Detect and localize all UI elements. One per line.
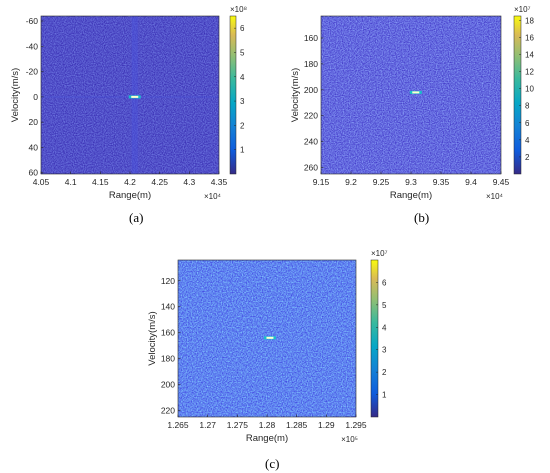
colorbar-tick-label: 5	[240, 48, 245, 57]
colorbar-tick-label: 4	[382, 323, 387, 332]
colorbar-tick-label: 5	[382, 301, 387, 310]
x-exponent-label: ×10⁵	[341, 435, 358, 444]
y-tick-label: 160	[304, 33, 318, 43]
x-tick-label: 1.28	[259, 420, 276, 430]
colorbar-tick-label: 2	[525, 153, 530, 162]
colorbar-tick-label: 3	[382, 346, 387, 355]
colorbar-tick-label: 18	[525, 16, 534, 25]
range-sidelobe-stripe	[131, 16, 138, 174]
colorbar-tick-label: 10	[525, 85, 534, 94]
x-tick-label: 9.25	[373, 177, 390, 187]
x-tick-label: 4.3	[183, 177, 195, 187]
caption-c: (c)	[265, 456, 280, 471]
caption-a: (a)	[129, 210, 144, 225]
colorbar-tick-label: 4	[240, 73, 245, 82]
colorbar-tick-label: 1	[382, 391, 387, 400]
y-tick-label: 240	[304, 137, 318, 147]
colorbar	[513, 15, 522, 175]
x-tick-label: 4.05	[33, 177, 50, 187]
y-tick-label: 200	[304, 85, 318, 95]
y-axis-label: Velocity(m/s)	[147, 311, 158, 365]
x-tick-label: 1.265	[167, 420, 189, 430]
x-tick-label: 1.285	[286, 420, 308, 430]
x-tick-label: 4.35	[211, 177, 228, 187]
x-tick-label: 4.15	[92, 177, 109, 187]
y-axis-label: Velocity(m/s)	[10, 68, 21, 122]
colorbar-tick-label: 6	[525, 119, 530, 128]
colorbar-tick-label: 12	[525, 68, 534, 77]
colorbar	[229, 15, 237, 175]
caption-b: (b)	[414, 210, 430, 225]
x-tick-label: 4.1	[65, 177, 77, 187]
y-tick-label: 20	[29, 117, 39, 127]
y-tick-label: 0	[33, 92, 38, 102]
y-tick-label: 40	[29, 142, 39, 152]
colorbar-tick-label: 16	[525, 33, 534, 42]
colorbar-exponent-label: ×10⁸	[230, 5, 247, 14]
y-tick-label: -40	[26, 41, 39, 51]
x-tick-label: 9.2	[345, 177, 357, 187]
x-tick-label: 1.29	[318, 420, 335, 430]
x-tick-label: 9.4	[465, 177, 477, 187]
y-tick-label: 120	[161, 276, 175, 286]
y-tick-label: 180	[161, 354, 175, 364]
y-tick-label: 60	[29, 168, 39, 178]
x-exponent-label: ×10⁴	[486, 192, 504, 201]
x-exponent-label: ×10⁴	[204, 192, 222, 201]
x-tick-label: 4.2	[124, 177, 136, 187]
y-tick-label: 220	[161, 406, 175, 416]
x-tick-label: 1.275	[227, 420, 249, 430]
colorbar-tick-label: 1	[240, 146, 245, 155]
colorbar-tick-label: 2	[240, 121, 245, 130]
heatmap-panel-0	[40, 15, 220, 175]
y-tick-label: -60	[26, 16, 39, 26]
colorbar-tick-label: 6	[240, 24, 245, 33]
colorbar-tick-label: 3	[240, 97, 245, 106]
x-axis-label: Range(m)	[109, 190, 151, 201]
colorbar-tick-label: 8	[525, 102, 530, 111]
target-peak	[131, 95, 139, 98]
x-tick-label: 1.27	[199, 420, 216, 430]
y-tick-label: 200	[161, 380, 175, 390]
x-tick-label: 4.25	[151, 177, 168, 187]
y-axis-label: Velocity(m/s)	[290, 68, 301, 122]
colorbar-tick-label: 6	[382, 278, 387, 287]
colorbar-tick-label: 2	[382, 368, 387, 377]
x-axis-label: Range(m)	[246, 433, 288, 444]
colorbar-exponent-label: ×10⁷	[514, 5, 531, 14]
x-tick-label: 1.295	[345, 420, 367, 430]
colorbar-tick-label: 14	[525, 50, 534, 59]
colorbar-exponent-label: ×10⁷	[371, 249, 388, 258]
x-tick-label: 9.45	[493, 177, 510, 187]
colorbar-tick-label: 4	[525, 136, 530, 145]
y-tick-label: 260	[304, 163, 318, 173]
heatmap-noise	[321, 16, 501, 174]
colorbar	[370, 259, 379, 418]
y-tick-label: 180	[304, 59, 318, 69]
y-tick-label: 220	[304, 111, 318, 121]
heatmap-noise	[41, 16, 219, 174]
target-peak	[412, 91, 420, 94]
x-axis-label: Range(m)	[390, 190, 432, 201]
x-tick-label: 9.15	[313, 177, 330, 187]
y-tick-label: 140	[161, 302, 175, 312]
y-tick-label: 160	[161, 328, 175, 338]
heatmap-panel-2	[177, 259, 357, 418]
x-tick-label: 9.35	[433, 177, 450, 187]
heatmap-panel-1	[320, 15, 502, 175]
x-tick-label: 9.3	[405, 177, 417, 187]
y-tick-label: -20	[26, 67, 39, 77]
target-peak	[266, 336, 274, 339]
